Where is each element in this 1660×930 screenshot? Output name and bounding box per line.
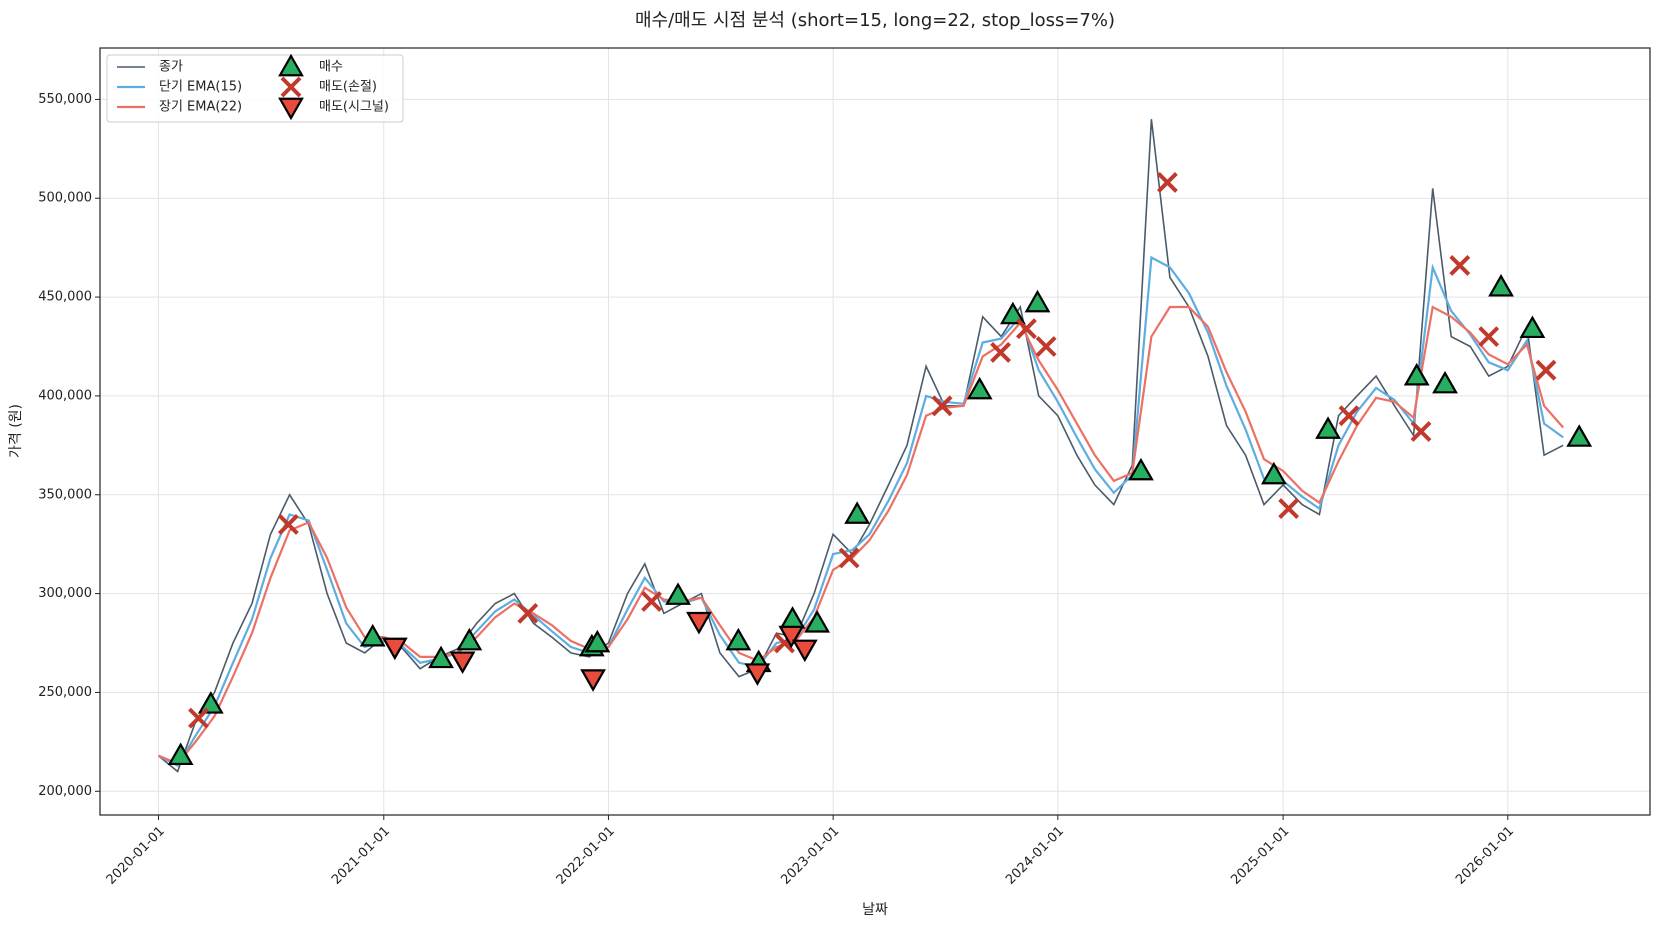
stop-loss-marker (277, 513, 299, 535)
stop-loss-marker (1016, 318, 1037, 340)
buy-marker (844, 501, 871, 524)
signal-sell-marker (381, 637, 408, 661)
chart-title: 매수/매도 시점 분석 (short=15, long=22, stop_los… (635, 10, 1115, 31)
buy-marker (584, 629, 611, 653)
x-tick-label: 2020-01-01 (104, 824, 168, 888)
legend-label: 장기 EMA(22) (159, 100, 242, 115)
signal-sell-marker (791, 639, 818, 663)
legend-swatch (280, 76, 302, 98)
buy-marker (804, 610, 831, 633)
y-tick-label: 400,000 (38, 388, 92, 403)
price-line (157, 119, 1564, 773)
buy-marker (456, 627, 483, 651)
x-tick-label: 2023-01-01 (778, 824, 842, 888)
signal-sell-marker (686, 611, 712, 635)
buy-marker (1432, 370, 1458, 394)
y-tick-label: 300,000 (38, 586, 92, 601)
y-tick-label: 550,000 (38, 92, 92, 107)
stop-loss-marker (990, 342, 1011, 363)
buy-marker (999, 301, 1026, 325)
x-tick-label: 2024-01-01 (1003, 824, 1067, 888)
signal-sell-marker (778, 625, 805, 649)
stop-loss-marker (188, 707, 209, 729)
stop-loss-marker (1156, 172, 1178, 193)
stop-loss-marker (517, 602, 539, 624)
buy-marker (428, 645, 454, 669)
buy-marker (1403, 362, 1430, 386)
x-axis-label: 날짜 (862, 902, 888, 918)
x-tick-label: 2021-01-01 (329, 824, 393, 888)
y-tick-label: 450,000 (38, 290, 92, 305)
y-tick-label: 500,000 (38, 191, 92, 206)
buy-marker (1315, 416, 1341, 439)
stop-loss-marker (931, 395, 953, 417)
price-line (158, 305, 1565, 765)
legend-label: 매도(손절) (319, 80, 377, 95)
stop-loss-marker (641, 591, 662, 612)
buy-marker (1566, 424, 1593, 447)
legend-swatch (278, 97, 304, 121)
x-tick-label: 2026-01-01 (1453, 824, 1517, 888)
stop-loss-marker (1338, 405, 1360, 427)
plot-frame (99, 47, 1651, 816)
legend-label: 종가 (159, 60, 183, 75)
legend-label: 단기 EMA(15) (159, 80, 242, 95)
legend-label: 매도(시그널) (319, 100, 389, 115)
legend-swatch (278, 53, 304, 77)
stop-loss-marker (1278, 498, 1300, 520)
buy-marker (197, 691, 224, 714)
buy-marker (167, 742, 194, 766)
stop-loss-marker (1449, 255, 1471, 276)
buy-marker (1024, 289, 1051, 313)
y-tick-label: 350,000 (38, 487, 92, 502)
y-tick-label: 200,000 (38, 784, 92, 799)
stop-loss-marker (1535, 359, 1557, 381)
x-tick-label: 2022-01-01 (554, 824, 618, 888)
buy-marker (966, 376, 993, 400)
legend-box (106, 54, 404, 123)
signal-sell-marker (449, 651, 476, 675)
signal-sell-marker (744, 663, 771, 686)
x-tick-label: 2025-01-01 (1228, 824, 1292, 888)
y-tick-label: 250,000 (38, 685, 92, 700)
stop-loss-marker (838, 547, 860, 569)
stop-loss-marker (1478, 326, 1500, 348)
y-axis-label: 가격 (원) (8, 404, 24, 458)
buy-marker (779, 606, 806, 629)
buy-marker (1519, 315, 1546, 339)
buy-marker (1488, 273, 1514, 297)
buy-marker (665, 582, 691, 605)
stop-loss-marker (1035, 336, 1057, 357)
stop-loss-marker (1410, 421, 1432, 442)
buy-marker (359, 623, 386, 647)
buy-marker (725, 627, 752, 651)
signal-sell-marker (580, 669, 606, 692)
buy-marker (1128, 457, 1154, 481)
legend-label: 매수 (319, 60, 343, 75)
buy-marker (1260, 461, 1287, 485)
